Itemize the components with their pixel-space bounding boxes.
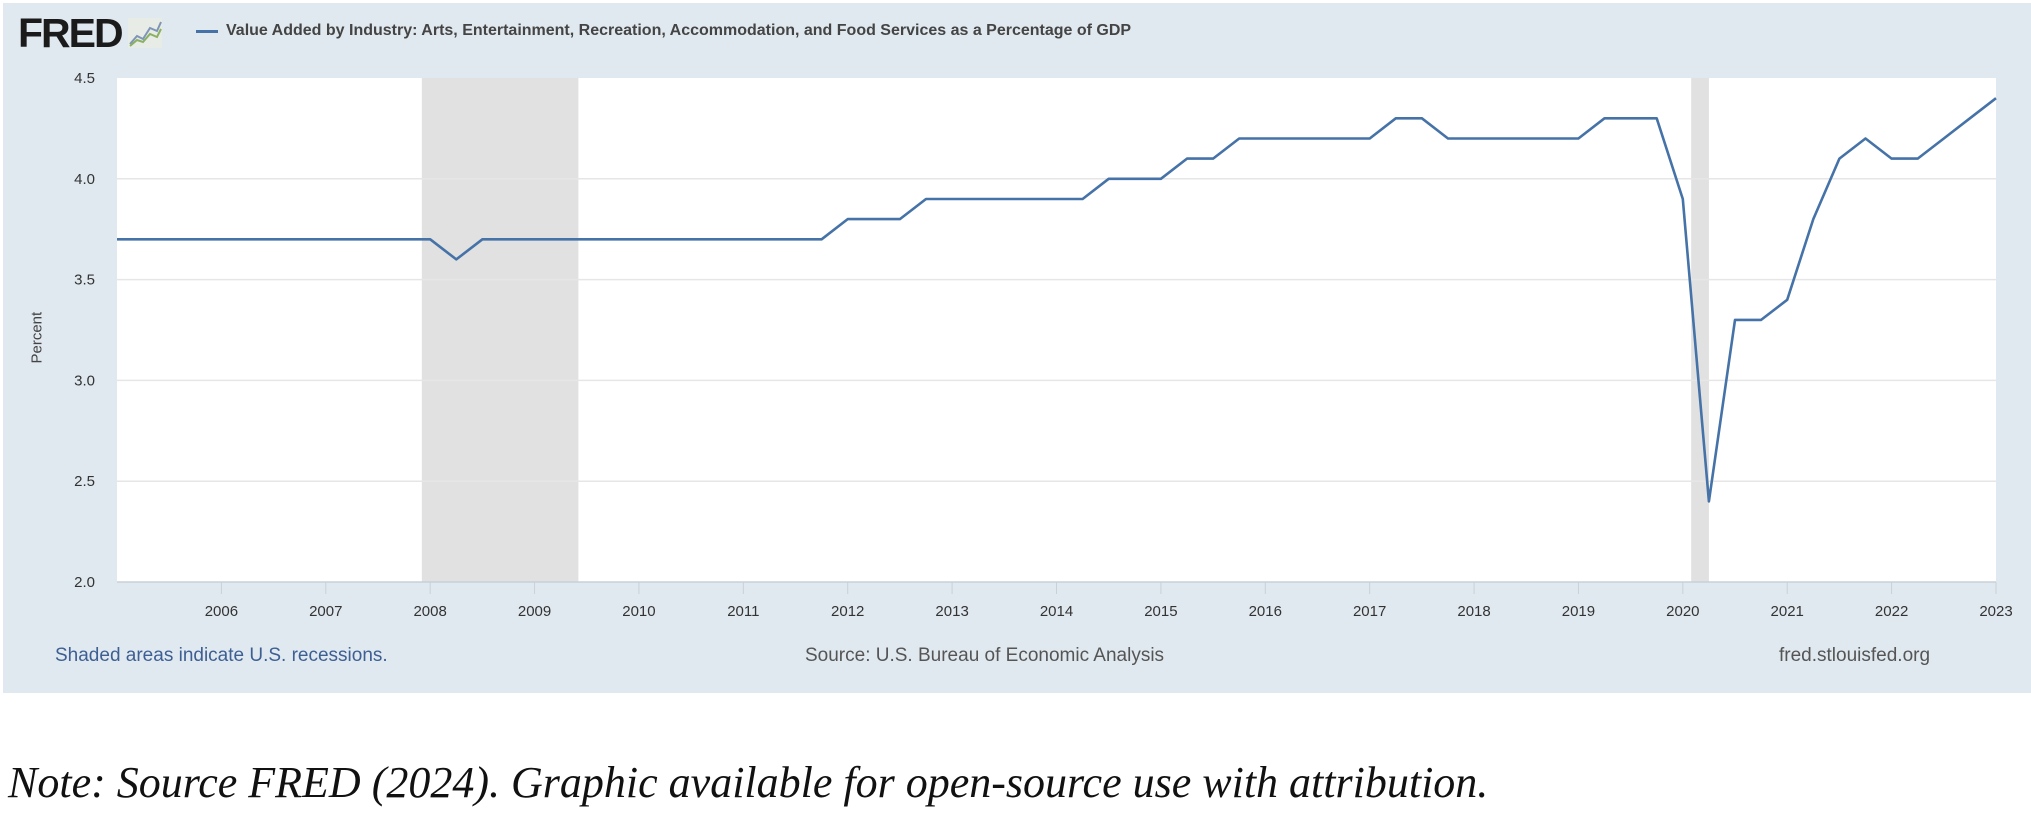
- y-tick-label: 4.0: [74, 171, 95, 188]
- x-tick-label: 2014: [1040, 603, 1073, 620]
- x-tick-label: 2009: [518, 603, 551, 620]
- y-axis: 2.0 2.5 3.0 3.5 4.0 4.5: [74, 70, 95, 591]
- y-tick-label: 2.5: [74, 473, 95, 490]
- x-tick-label: 2006: [205, 603, 238, 620]
- fred-logo[interactable]: FRED: [18, 9, 162, 56]
- y-tick-label: 3.5: [74, 272, 95, 289]
- x-tick-label: 2018: [1457, 603, 1490, 620]
- y-tick-label: 3.0: [74, 372, 95, 389]
- x-axis: 2006 2007 2008 2009 2010 2011 2012 2013 2014 2015…: [205, 582, 2013, 620]
- x-tick-label: 2015: [1144, 603, 1177, 620]
- x-tick-label: 2022: [1875, 603, 1908, 620]
- x-tick-label: 2017: [1353, 603, 1386, 620]
- caption-note: Note: Source FRED (2024). Graphic availa…: [8, 758, 1489, 807]
- x-tick-label: 2023: [1979, 603, 2012, 620]
- x-tick-label: 2012: [831, 603, 864, 620]
- x-tick-label: 2016: [1249, 603, 1282, 620]
- data-points: [116, 98, 1997, 502]
- legend: Value Added by Industry: Arts, Entertain…: [196, 22, 1131, 40]
- x-tick-label: 2011: [727, 603, 759, 620]
- line-chart-icon: [127, 18, 162, 48]
- recession-band: [421, 78, 579, 582]
- recession-note: Shaded areas indicate U.S. recessions.: [55, 645, 388, 666]
- series-title: Value Added by Industry: Arts, Entertain…: [226, 22, 1132, 39]
- site-link[interactable]: fred.stlouisfed.org: [1779, 645, 1931, 666]
- x-tick-label: 2008: [413, 603, 446, 620]
- line-chart: 2006 2007 2008 2009 2010 2011 2012 2013 2014 2015…: [74, 70, 2013, 620]
- plot-area: [117, 78, 1996, 582]
- y-tick-label: 4.5: [74, 70, 95, 87]
- x-tick-label: 2020: [1666, 603, 1699, 620]
- x-tick-label: 2019: [1562, 603, 1595, 620]
- x-tick-label: 2010: [622, 603, 655, 620]
- source-text: Source: U.S. Bureau of Economic Analysis: [805, 645, 1165, 666]
- x-tick-label: 2013: [935, 603, 968, 620]
- legend-swatch: [196, 29, 218, 33]
- y-tick-label: 2.0: [74, 574, 95, 591]
- x-tick-label: 2021: [1771, 603, 1804, 620]
- series-line: [117, 97, 1997, 503]
- x-tick-label: 2007: [309, 603, 342, 620]
- logo-text: FRED: [18, 9, 124, 56]
